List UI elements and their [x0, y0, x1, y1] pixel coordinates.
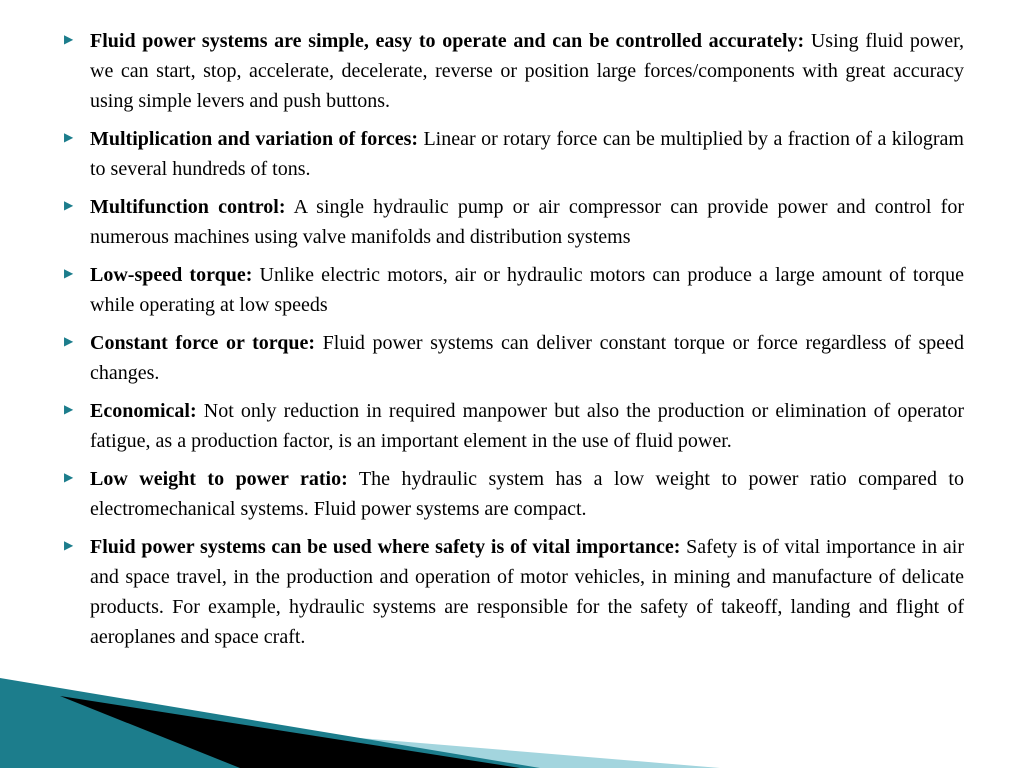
list-item: Multiplication and variation of forces: …: [60, 124, 964, 184]
item-title: Fluid power systems are simple, easy to …: [90, 30, 804, 52]
item-title: Low-speed torque:: [90, 264, 252, 286]
wedge-dark: [0, 678, 540, 768]
list-item: Low-speed torque: Unlike electric motors…: [60, 260, 964, 320]
item-title: Fluid power systems can be used where sa…: [90, 536, 680, 558]
list-item: Fluid power systems are simple, easy to …: [60, 26, 964, 116]
wedge-light: [0, 708, 720, 768]
list-item: Constant force or torque: Fluid power sy…: [60, 328, 964, 388]
item-title: Multiplication and variation of forces:: [90, 128, 418, 150]
item-title: Low weight to power ratio:: [90, 468, 348, 490]
list-item: Economical: Not only reduction in requir…: [60, 396, 964, 456]
item-title: Multifunction control:: [90, 196, 286, 218]
wedge-black: [60, 696, 520, 768]
list-item: Fluid power systems can be used where sa…: [60, 532, 964, 652]
bullet-list: Fluid power systems are simple, easy to …: [60, 26, 964, 652]
item-title: Economical:: [90, 400, 197, 422]
slide: Fluid power systems are simple, easy to …: [0, 0, 1024, 768]
list-item: Multifunction control: A single hydrauli…: [60, 192, 964, 252]
item-title: Constant force or torque:: [90, 332, 315, 354]
item-body: Not only reduction in required manpower …: [90, 400, 964, 452]
list-item: Low weight to power ratio: The hydraulic…: [60, 464, 964, 524]
